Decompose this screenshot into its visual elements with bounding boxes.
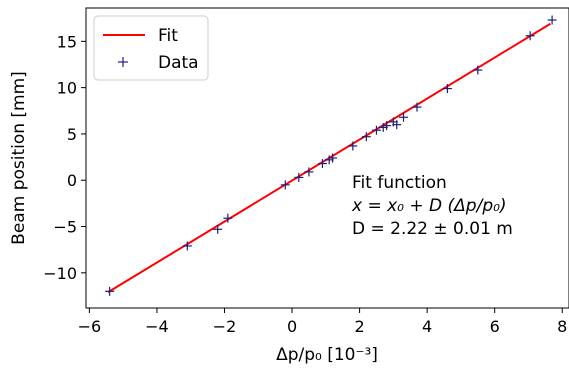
data-points-layer: [105, 15, 557, 296]
data-point: [213, 224, 223, 234]
data-point: [294, 172, 304, 182]
y-tick-label: −5: [53, 218, 77, 237]
data-point: [317, 159, 327, 169]
legend-fit-label: Fit: [158, 26, 178, 46]
plot-frame: [85, 7, 569, 309]
data-point: [382, 121, 392, 131]
x-tick-label: 2: [354, 317, 364, 336]
x-tick-label: −6: [78, 317, 102, 336]
x-tick-label: −2: [213, 317, 237, 336]
x-tick-label: 4: [422, 317, 432, 336]
y-tick-label: 5: [67, 125, 77, 144]
data-point: [105, 286, 115, 296]
legend-data-swatch: [118, 57, 128, 67]
annotation-line-3: D = 2.22 ± 0.01 m: [352, 219, 513, 239]
data-point: [361, 132, 371, 142]
x-tick-label: 6: [490, 317, 500, 336]
data-point: [547, 15, 557, 25]
data-point: [412, 102, 422, 112]
y-tick-label: 10: [57, 79, 77, 98]
data-point: [473, 65, 483, 75]
x-axis-ticks: −6 −4 −2 0 2 4 6 8: [78, 308, 567, 336]
y-axis-ticks: −10 −5 0 5 10 15: [43, 32, 86, 283]
legend: Fit Data: [93, 15, 209, 81]
data-point: [182, 241, 192, 251]
data-point: [348, 141, 358, 151]
data-point: [442, 84, 452, 94]
annotation-line-1: Fit function: [352, 173, 447, 193]
x-axis-label: Δp/p₀ [10⁻³]: [276, 345, 378, 365]
data-point: [328, 153, 338, 163]
data-point: [525, 31, 535, 41]
data-point: [280, 180, 290, 190]
data-point: [223, 213, 233, 223]
data-point: [371, 125, 381, 135]
data-point: [392, 120, 402, 130]
x-tick-label: 8: [557, 317, 567, 336]
legend-data-label: Data: [158, 53, 199, 73]
x-tick-label: −4: [145, 317, 169, 336]
x-tick-label: 0: [287, 317, 297, 336]
y-axis-label: Beam position [mm]: [9, 71, 29, 245]
y-tick-label: 0: [67, 171, 77, 190]
data-point: [398, 112, 408, 122]
annotation-line-2: x = x₀ + D (Δp/p₀): [351, 196, 507, 216]
y-tick-label: −10: [43, 264, 77, 283]
data-point: [304, 167, 314, 177]
y-tick-label: 15: [57, 32, 77, 51]
fit-annotation: Fit function x = x₀ + D (Δp/p₀) D = 2.22…: [351, 173, 513, 239]
